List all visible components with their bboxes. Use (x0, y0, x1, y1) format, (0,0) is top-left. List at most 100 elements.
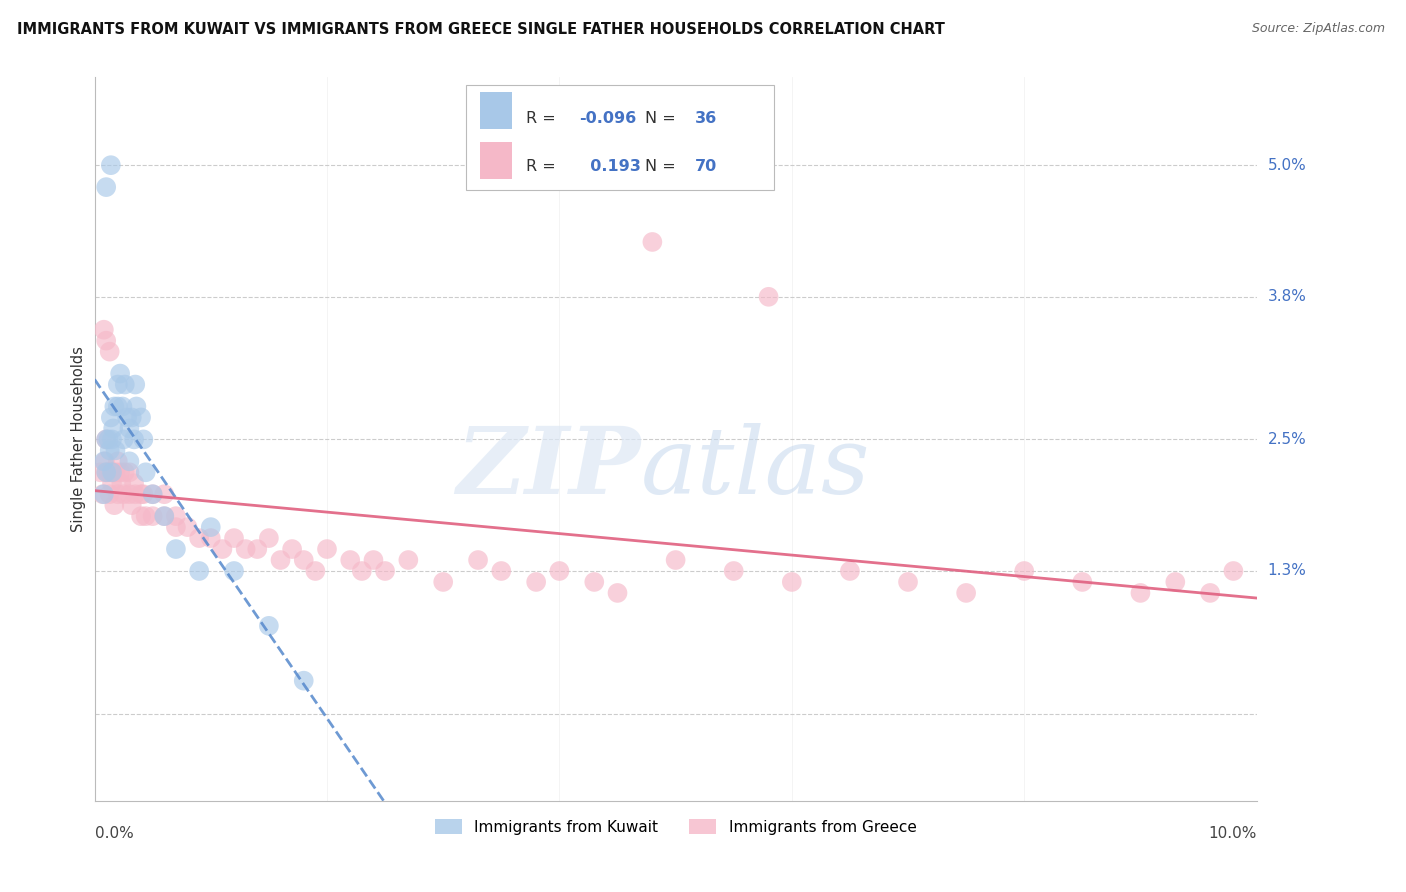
Point (350, 564, 373, 578)
Point (121, 498, 143, 512)
Point (107, 487, 129, 501)
Point (1199, 586, 1222, 600)
Point (363, 553, 385, 567)
Point (107, 377, 129, 392)
Point (665, 553, 688, 567)
Point (114, 377, 136, 392)
Point (103, 400, 125, 414)
FancyBboxPatch shape (467, 85, 775, 190)
Point (132, 487, 155, 501)
Point (339, 553, 361, 567)
Point (108, 465, 131, 479)
Text: ZIP: ZIP (457, 424, 641, 513)
Point (111, 400, 134, 414)
Point (124, 487, 146, 501)
Point (153, 509, 176, 524)
Text: 5.0%: 5.0% (1268, 158, 1306, 173)
Point (606, 586, 628, 600)
Point (110, 476, 132, 491)
Point (200, 520, 222, 534)
Text: atlas: atlas (641, 424, 870, 513)
Text: 10.0%: 10.0% (1208, 826, 1257, 841)
Point (100, 465, 122, 479)
Point (142, 487, 165, 501)
Point (838, 564, 860, 578)
Point (94, 454, 117, 468)
Point (281, 542, 304, 557)
Point (101, 476, 124, 491)
Text: -0.096: -0.096 (579, 111, 637, 126)
Point (98, 344, 121, 359)
Text: R =: R = (526, 159, 561, 174)
Text: IMMIGRANTS FROM KUWAIT VS IMMIGRANTS FROM GREECE SINGLE FATHER HOUSEHOLDS CORREL: IMMIGRANTS FROM KUWAIT VS IMMIGRANTS FRO… (17, 22, 945, 37)
Point (432, 574, 454, 589)
Point (129, 410, 152, 425)
Point (222, 531, 245, 545)
Point (135, 465, 157, 479)
Point (292, 673, 315, 688)
Point (121, 410, 143, 425)
Point (257, 619, 280, 633)
Text: N =: N = (645, 159, 682, 174)
Point (723, 564, 745, 578)
Point (115, 410, 138, 425)
Point (222, 564, 245, 578)
Point (316, 542, 339, 557)
Point (118, 487, 141, 501)
Text: N =: N = (645, 111, 682, 126)
Point (270, 553, 292, 567)
Point (98, 487, 121, 501)
Point (104, 465, 127, 479)
Point (200, 531, 222, 545)
Point (153, 509, 176, 524)
Point (96, 180, 118, 194)
Text: 0.193: 0.193 (579, 159, 641, 174)
Point (98, 443, 121, 458)
Text: 1.3%: 1.3% (1268, 564, 1306, 579)
Point (641, 235, 664, 249)
Point (374, 564, 396, 578)
Point (246, 542, 269, 557)
Point (188, 531, 211, 545)
Point (114, 465, 136, 479)
Point (165, 542, 187, 557)
Point (524, 574, 547, 589)
Point (176, 520, 198, 534)
Point (96, 465, 118, 479)
Point (583, 574, 606, 589)
Point (89, 465, 111, 479)
Point (1012, 564, 1035, 578)
Point (91, 487, 114, 501)
Point (165, 509, 187, 524)
Point (467, 553, 489, 567)
Text: Source: ZipAtlas.com: Source: ZipAtlas.com (1251, 22, 1385, 36)
Point (165, 520, 187, 534)
Text: 36: 36 (696, 111, 717, 126)
Legend: Immigrants from Kuwait, Immigrants from Greece: Immigrants from Kuwait, Immigrants from … (429, 813, 922, 841)
Point (97, 433, 120, 447)
Point (142, 509, 165, 524)
Point (257, 531, 280, 545)
Point (548, 564, 571, 578)
Text: 3.8%: 3.8% (1268, 289, 1306, 304)
Point (122, 433, 145, 447)
Point (93, 487, 115, 501)
Point (118, 465, 141, 479)
Point (124, 377, 146, 392)
Point (112, 433, 135, 447)
Point (108, 367, 131, 381)
Point (758, 290, 780, 304)
Point (129, 487, 152, 501)
Point (396, 553, 419, 567)
Point (107, 454, 129, 468)
Point (96, 465, 118, 479)
Point (93, 323, 115, 337)
Point (1164, 574, 1187, 589)
Point (103, 498, 125, 512)
Point (100, 158, 122, 172)
Text: 0.0%: 0.0% (94, 826, 134, 841)
Point (101, 421, 124, 435)
Point (100, 410, 122, 425)
Point (118, 421, 141, 435)
Point (1222, 564, 1244, 578)
